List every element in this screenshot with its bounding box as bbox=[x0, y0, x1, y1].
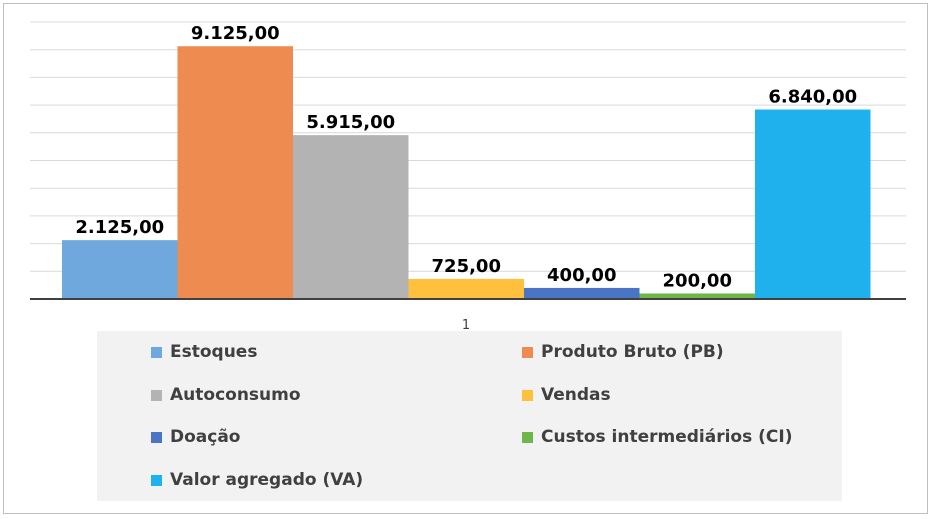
bar-0 bbox=[62, 240, 178, 299]
legend-item: Produto Bruto (PB) bbox=[522, 340, 724, 364]
legend-item: Vendas bbox=[522, 383, 611, 407]
data-label-4: 400,00 bbox=[547, 265, 616, 286]
legend-item: Estoques bbox=[151, 340, 257, 364]
data-labels: 2.125,00 9.125,00 5.915,00 725,00 400,00 200,… bbox=[75, 23, 857, 291]
legend-label: Autoconsumo bbox=[170, 385, 301, 405]
data-label-1: 9.125,00 bbox=[191, 23, 280, 44]
legend-swatch bbox=[522, 389, 533, 401]
bar-1 bbox=[177, 46, 293, 299]
legend-swatch bbox=[151, 474, 162, 486]
legend-swatch bbox=[151, 389, 162, 401]
legend-swatch bbox=[522, 431, 533, 443]
bars bbox=[62, 46, 871, 299]
legend-item: Custos intermediários (CI) bbox=[522, 425, 793, 449]
legend-label: Estoques bbox=[170, 342, 258, 362]
legend-label: Custos intermediários (CI) bbox=[541, 427, 793, 447]
category-tick-label: 1 bbox=[462, 318, 470, 333]
data-label-0: 2.125,00 bbox=[75, 217, 164, 238]
bar-3 bbox=[408, 278, 524, 299]
legend-label: Produto Bruto (PB) bbox=[541, 342, 724, 362]
bar-6 bbox=[755, 109, 871, 299]
legend-label: Vendas bbox=[541, 385, 611, 405]
legend-swatch bbox=[151, 431, 162, 443]
legend-item: Doação bbox=[151, 425, 241, 449]
legend-label: Doação bbox=[170, 427, 241, 447]
legend-item: Valor agregado (VA) bbox=[151, 468, 363, 492]
data-label-6: 6.840,00 bbox=[768, 87, 857, 108]
data-label-3: 725,00 bbox=[432, 256, 501, 277]
legend: Estoques Produto Bruto (PB) Autoconsumo Ven… bbox=[97, 331, 842, 501]
bar-5 bbox=[639, 293, 755, 299]
data-label-5: 200,00 bbox=[663, 270, 732, 291]
bar-2 bbox=[293, 135, 409, 299]
legend-item: Autoconsumo bbox=[151, 383, 301, 407]
legend-swatch bbox=[151, 346, 162, 358]
legend-swatch bbox=[522, 346, 533, 358]
data-label-2: 5.915,00 bbox=[306, 112, 395, 133]
bar-4 bbox=[524, 287, 640, 299]
legend-label: Valor agregado (VA) bbox=[170, 470, 364, 490]
